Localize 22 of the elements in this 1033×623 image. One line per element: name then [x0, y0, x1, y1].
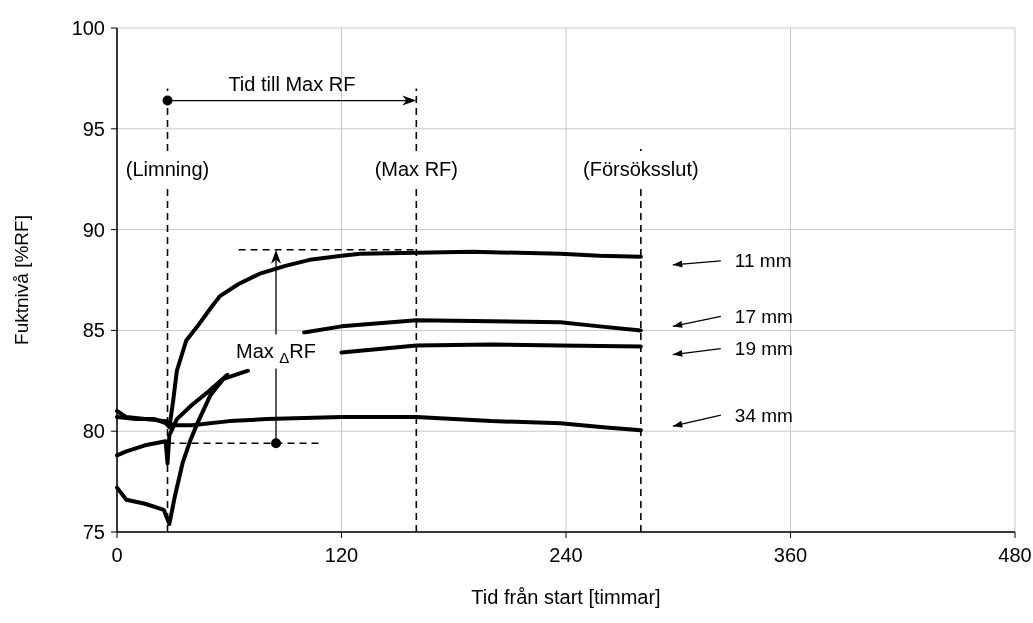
- legend-label: 34 mm: [734, 404, 793, 426]
- x-tick-label: 360: [773, 544, 808, 566]
- x-tick-label: 240: [549, 544, 583, 566]
- y-tick-label: 75: [82, 521, 105, 543]
- x-tick-label: 0: [111, 544, 123, 566]
- ref-line-label: (Max RF): [374, 158, 458, 181]
- x-tick-label: 480: [998, 544, 1032, 566]
- legend-label: 17 mm: [734, 305, 793, 327]
- y-tick-label: 90: [82, 218, 105, 241]
- y-tick-label: 80: [82, 420, 105, 443]
- ref-line-label: (Försöksslut): [583, 158, 699, 181]
- y-tick-label: 95: [82, 117, 105, 140]
- x-tick-label: 120: [324, 544, 359, 566]
- annotation: Max $_{Δ}$RF: [236, 339, 317, 366]
- y-tick-label: 85: [82, 319, 105, 342]
- legend-label: 19 mm: [734, 338, 793, 360]
- y-tick-label: 100: [71, 17, 105, 39]
- y-axis-title: Fuktnivå [%RF]: [11, 215, 32, 345]
- ref-line-label: (Limning): [125, 158, 210, 181]
- annotation: Tid till Max RF: [228, 72, 356, 95]
- legend-label: 11 mm: [734, 250, 792, 272]
- x-axis-title: Tid från start [timmar]: [471, 586, 661, 608]
